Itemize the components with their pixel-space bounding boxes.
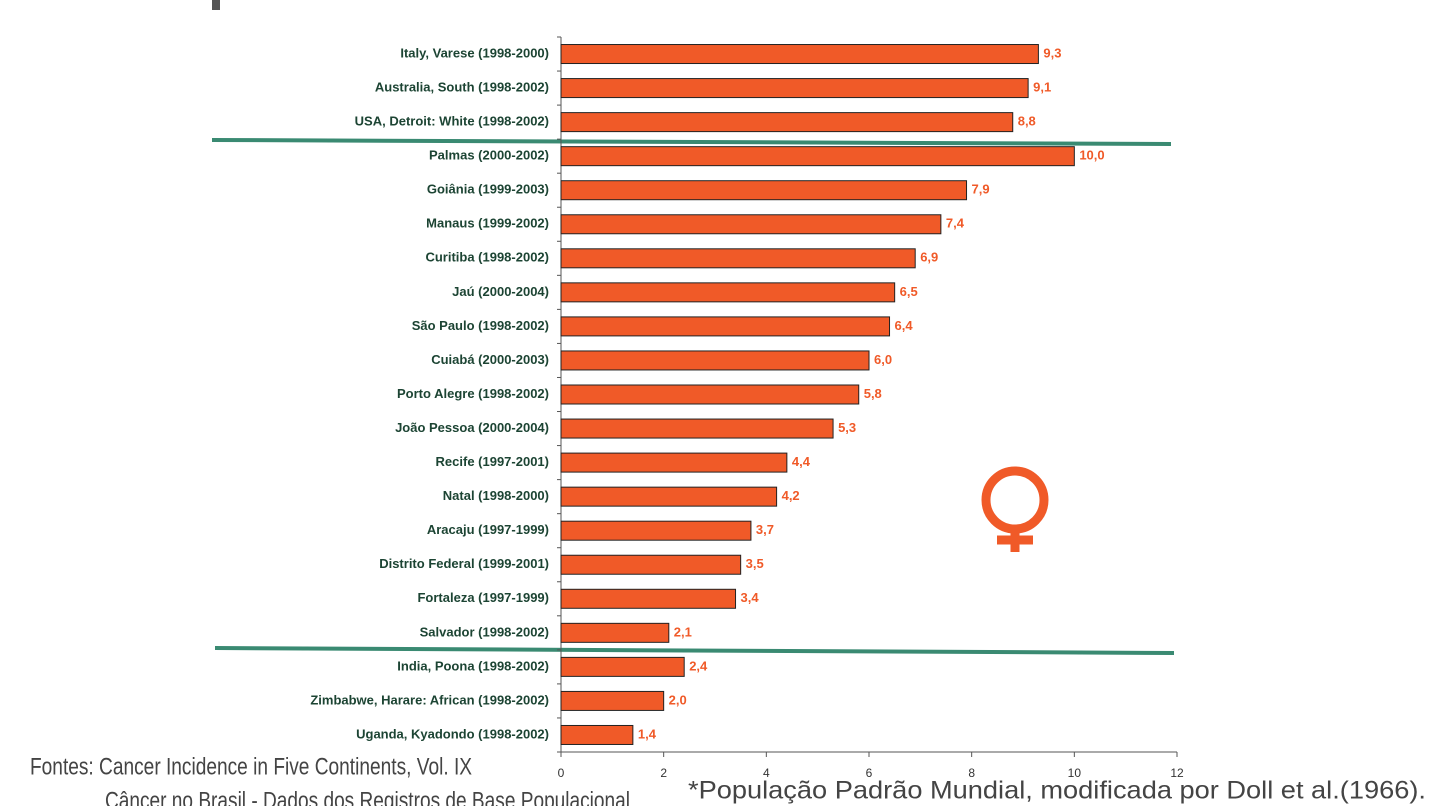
value-label: 2,1 (674, 624, 692, 639)
bar (560, 554, 742, 575)
category-label: Aracaju (1997-1999) (427, 522, 549, 537)
value-label: 8,8 (1018, 114, 1036, 129)
category-label: Natal (1998-2000) (443, 488, 549, 503)
category-label: India, Poona (1998-2002) (397, 658, 549, 673)
x-tick-label: 0 (558, 766, 565, 780)
bar (560, 724, 634, 745)
category-label: Jaú (2000-2004) (452, 284, 549, 299)
bar (560, 588, 737, 609)
category-label: Curitiba (1998-2002) (425, 250, 549, 265)
bar (560, 384, 860, 405)
footnote: *População Padrão Mundial, modificada po… (688, 777, 1426, 805)
value-label: 1,4 (638, 726, 657, 741)
bar (560, 146, 1075, 167)
bar (560, 248, 916, 269)
x-tick-label: 12 (1170, 766, 1184, 780)
value-label: 3,4 (741, 590, 760, 605)
bar (560, 656, 685, 677)
bar (560, 690, 665, 711)
title-fragment (212, 0, 220, 10)
x-tick-label: 8 (968, 766, 975, 780)
category-label: Uganda, Kyadondo (1998-2002) (356, 726, 549, 741)
bar (560, 418, 834, 439)
category-label: Distrito Federal (1999-2001) (379, 556, 549, 571)
category-label: Salvador (1998-2002) (420, 624, 549, 639)
value-label: 3,7 (756, 522, 774, 537)
x-tick-label: 2 (660, 766, 667, 780)
separator (214, 646, 1175, 655)
separator (211, 138, 1172, 146)
bar (560, 486, 778, 507)
bar (560, 350, 870, 371)
bar (560, 520, 752, 541)
bar (560, 214, 942, 235)
x-tick-label: 6 (866, 766, 873, 780)
category-label: Fortaleza (1997-1999) (417, 590, 549, 605)
category-label: Porto Alegre (1998-2002) (397, 386, 549, 401)
category-label: Palmas (2000-2002) (429, 148, 549, 163)
value-label: 4,4 (792, 454, 811, 469)
category-label: USA, Detroit: White (1998-2002) (355, 114, 549, 129)
x-tick-label: 10 (1068, 766, 1082, 780)
category-label: São Paulo (1998-2002) (412, 318, 549, 333)
x-tick-label: 4 (763, 766, 770, 780)
value-label: 7,9 (972, 182, 990, 197)
source: Fontes: Cancer Incidence in Five Contine… (30, 753, 472, 780)
bar (560, 78, 1029, 99)
bar (560, 112, 1014, 133)
value-label: 2,4 (689, 658, 708, 673)
value-label: 10,0 (1079, 148, 1104, 163)
category-label: Zimbabwe, Harare: African (1998-2002) (310, 692, 549, 707)
value-label: 6,4 (895, 318, 914, 333)
category-label: Australia, South (1998-2002) (375, 80, 549, 95)
value-label: 2,0 (669, 692, 687, 707)
value-label: 3,5 (746, 556, 764, 571)
category-label: Cuiabá (2000-2003) (431, 352, 549, 367)
bar (560, 44, 1039, 65)
category-label: João Pessoa (2000-2004) (395, 420, 549, 435)
bar (560, 180, 968, 201)
bar (560, 282, 896, 303)
category-label: Recife (1997-2001) (436, 454, 549, 469)
value-label: 9,1 (1033, 80, 1051, 95)
value-label: 5,3 (838, 420, 856, 435)
value-label: 6,9 (920, 250, 938, 265)
source: Câncer no Brasil - Dados dos Registros d… (105, 787, 630, 806)
value-label: 5,8 (864, 386, 882, 401)
value-label: 6,0 (874, 352, 892, 367)
female-symbol (981, 466, 1049, 552)
bar (560, 622, 670, 643)
category-label: Italy, Varese (1998-2000) (400, 45, 549, 60)
category-label: Goiânia (1999-2003) (427, 182, 549, 197)
category-label: Manaus (1999-2002) (426, 216, 549, 231)
bar (560, 316, 891, 337)
value-label: 7,4 (946, 216, 965, 231)
value-label: 4,2 (782, 488, 800, 503)
value-label: 6,5 (900, 284, 918, 299)
value-label: 9,3 (1043, 45, 1061, 60)
bar (560, 452, 788, 473)
